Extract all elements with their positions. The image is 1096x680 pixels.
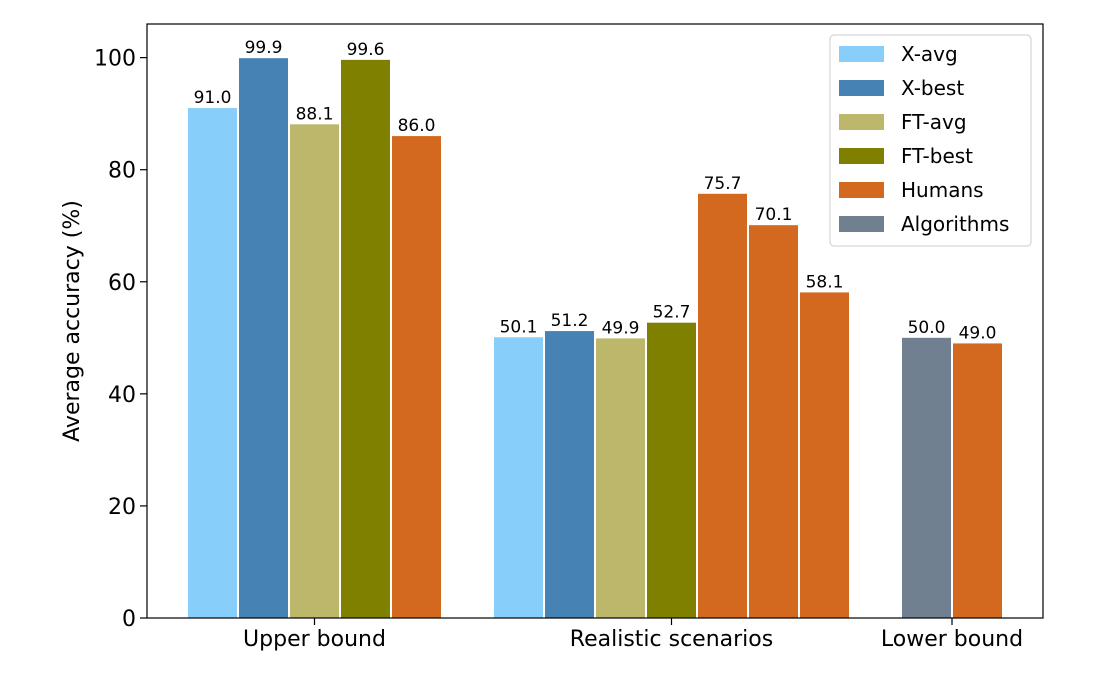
y-axis: 0 20 40 60 80 100 xyxy=(94,47,147,632)
legend-swatch xyxy=(839,80,884,96)
bar-upper-bound-4 xyxy=(341,59,390,619)
data-label: 99.6 xyxy=(347,40,385,60)
legend-swatch xyxy=(839,182,884,198)
data-label: 70.1 xyxy=(755,205,793,225)
bar-realistic-scenarios-3 xyxy=(596,338,645,618)
bar-lower-bound-2 xyxy=(953,343,1002,618)
legend-label: Humans xyxy=(901,178,984,202)
bar-upper-bound-5 xyxy=(392,136,441,618)
data-label: 50.0 xyxy=(908,318,946,338)
data-labels-layer: 91.0 99.9 88.1 99.6 86.0 50.1 51.2 49.9 52.7 75.7… xyxy=(194,38,997,343)
x-axis: Upper bound Realistic scenarios Lower boun… xyxy=(243,618,1023,652)
legend-swatch xyxy=(839,148,884,164)
legend-label: Algorithms xyxy=(901,212,1009,236)
y-tick-label: 80 xyxy=(108,159,136,184)
bar-realistic-scenarios-5 xyxy=(698,193,747,618)
legend-label: FT-best xyxy=(901,144,973,168)
x-tick-label: Realistic scenarios xyxy=(570,627,773,652)
data-label: 58.1 xyxy=(806,272,844,292)
y-tick-label: 40 xyxy=(108,383,136,408)
data-label: 49.9 xyxy=(602,318,640,338)
data-label: 51.2 xyxy=(551,311,589,331)
x-tick-label: Upper bound xyxy=(243,627,386,652)
legend-label: FT-avg xyxy=(901,110,967,134)
legend-swatch xyxy=(839,114,884,130)
bar-lower-bound-1 xyxy=(902,337,951,618)
legend: X-avg X-best FT-avg FT-best Humans Algorithms xyxy=(829,34,1032,247)
bar-upper-bound-3 xyxy=(290,124,339,618)
x-tick-label: Lower bound xyxy=(881,627,1023,652)
bar-realistic-scenarios-1 xyxy=(494,337,543,618)
y-tick-label: 0 xyxy=(122,607,136,632)
bar-realistic-scenarios-6 xyxy=(749,225,798,618)
bar-realistic-scenarios-2 xyxy=(545,331,594,618)
data-label: 75.7 xyxy=(704,174,742,194)
bars-layer xyxy=(188,58,1002,619)
data-label: 50.1 xyxy=(500,317,538,337)
bar-realistic-scenarios-4 xyxy=(647,322,696,618)
y-tick-label: 20 xyxy=(108,495,136,520)
data-label: 86.0 xyxy=(398,116,436,136)
bar-upper-bound-1 xyxy=(188,108,237,618)
legend-swatch xyxy=(839,46,884,62)
plot-frame xyxy=(146,23,1044,619)
legend-swatch xyxy=(839,216,884,232)
data-label: 52.7 xyxy=(653,303,691,323)
bar-realistic-scenarios-7 xyxy=(800,292,849,618)
y-tick-label: 60 xyxy=(108,271,136,296)
bar-upper-bound-2 xyxy=(239,58,288,618)
data-label: 88.1 xyxy=(296,104,334,124)
y-tick-label: 100 xyxy=(94,47,136,72)
legend-label: X-best xyxy=(901,76,964,100)
data-label: 91.0 xyxy=(194,88,232,108)
data-label: 99.9 xyxy=(245,38,283,58)
data-label: 49.0 xyxy=(959,323,997,343)
legend-label: X-avg xyxy=(901,42,958,66)
y-axis-title: Average accuracy (%) xyxy=(60,200,85,442)
